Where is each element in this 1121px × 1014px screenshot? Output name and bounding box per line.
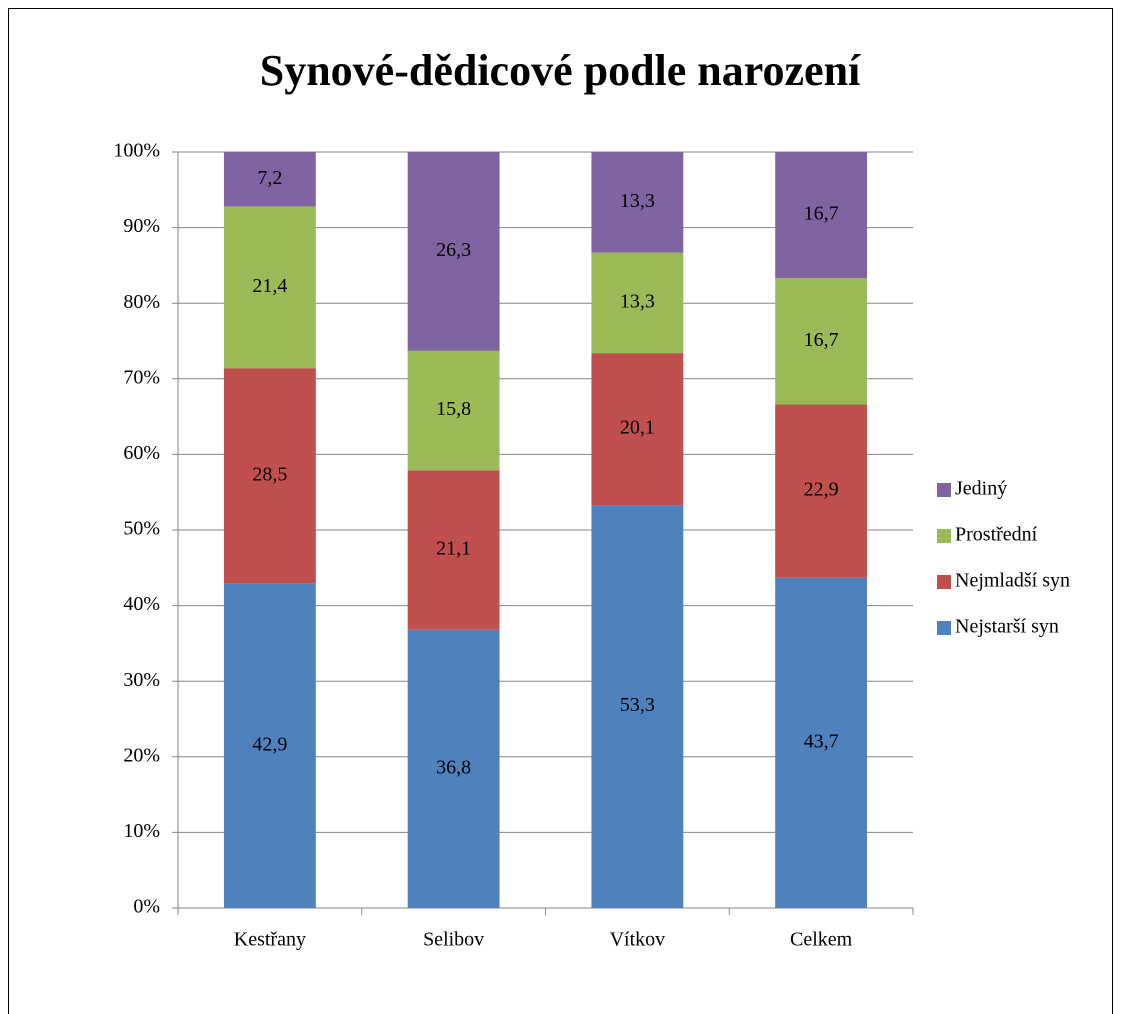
bar-segment — [223, 152, 316, 207]
y-tick-label: 70% — [123, 366, 160, 388]
y-tick-label: 100% — [113, 140, 160, 162]
bar-segment — [775, 577, 868, 908]
data-label: 13,3 — [620, 190, 655, 212]
bar-segment — [775, 278, 868, 405]
x-tick-label: Celkem — [790, 929, 853, 951]
bar-segment — [591, 152, 684, 253]
data-label: 21,4 — [252, 275, 287, 297]
x-tick-label: Kestřany — [234, 929, 306, 951]
legend-swatch — [937, 483, 951, 497]
y-tick-label: 30% — [123, 669, 160, 691]
data-label: 43,7 — [804, 730, 839, 752]
bar-segment — [223, 583, 316, 908]
bar-segment — [591, 252, 684, 354]
bar-segment — [407, 152, 500, 351]
bar-segment — [407, 470, 500, 630]
data-label: 15,8 — [436, 398, 471, 420]
chart-title: Synové-dědicové podle narození — [260, 46, 861, 95]
y-tick-label: 20% — [123, 744, 160, 766]
bar-segment — [407, 629, 500, 908]
bar-segment — [407, 350, 500, 471]
data-label: 53,3 — [620, 694, 655, 716]
data-label: 26,3 — [436, 239, 471, 261]
y-tick-label: 0% — [133, 896, 160, 918]
y-tick-label: 40% — [123, 593, 160, 615]
data-label: 36,8 — [436, 756, 471, 778]
data-label: 21,1 — [436, 538, 471, 560]
bar-segment — [775, 404, 868, 578]
chart-frame — [8, 8, 1113, 1014]
bar-segment — [591, 353, 684, 506]
legend-swatch — [937, 621, 951, 635]
legend-label: Jediný — [955, 478, 1007, 500]
legend-swatch — [937, 529, 951, 543]
data-label: 16,7 — [804, 203, 839, 225]
bar-segment — [591, 505, 684, 908]
y-tick-label: 80% — [123, 291, 160, 313]
data-label: 13,3 — [620, 290, 655, 312]
y-tick-label: 50% — [123, 518, 160, 540]
y-tick-label: 90% — [123, 215, 160, 237]
data-label: 28,5 — [252, 464, 287, 486]
legend-label: Prostřední — [955, 524, 1038, 546]
x-tick-label: Vítkov — [610, 929, 666, 951]
legend-label: Nejstarší syn — [955, 616, 1059, 638]
y-tick-label: 10% — [123, 820, 160, 842]
data-label: 42,9 — [252, 733, 287, 755]
y-tick-label: 60% — [123, 442, 160, 464]
data-label: 22,9 — [804, 479, 839, 501]
legend-label: Nejmladší syn — [955, 570, 1070, 592]
bar-segment — [223, 206, 316, 369]
data-label: 20,1 — [620, 417, 655, 439]
x-tick-label: Selibov — [423, 929, 484, 951]
bar-segment — [223, 368, 316, 584]
data-label: 16,7 — [804, 329, 839, 351]
bar-segment — [775, 152, 868, 279]
legend-swatch — [937, 575, 951, 589]
data-label: 7,2 — [257, 167, 282, 189]
